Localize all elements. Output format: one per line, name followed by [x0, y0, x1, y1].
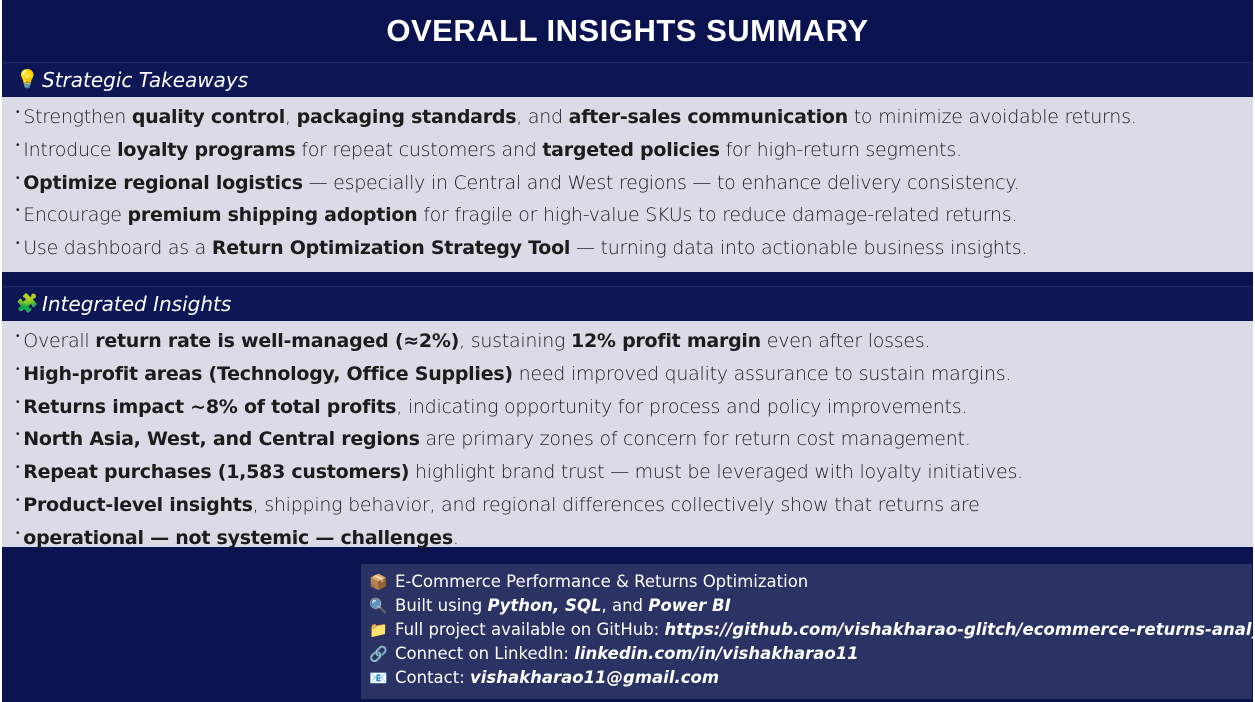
emphasis-text: vishakharao11@gmail.com [470, 668, 720, 687]
list-item: • Repeat purchases (1,583 customers) high… [16, 454, 1253, 487]
project-info-footer: 📦 E-Commerce Performance & Returns Optimi… [361, 564, 1255, 699]
emphasis-text: premium shipping adoption [127, 204, 418, 227]
list-item: • operational — not systemic — challenges… [16, 520, 1253, 553]
bullet-icon: • [16, 139, 20, 151]
bullet-icon: • [16, 331, 20, 342]
puzzle-piece-icon: 🧩 [16, 293, 39, 314]
list-item: • Use dashboard as a Return Optimization … [16, 230, 1253, 263]
list-item: • High-profit areas (Technology, Office S… [16, 356, 1253, 389]
body-text: Encourage [23, 204, 128, 227]
body-text: — especially in Central and West regions… [302, 171, 1020, 194]
emphasis-text: High-profit areas (Technology, Office Su… [23, 362, 513, 385]
body-text: Connect on LinkedIn: [395, 644, 575, 663]
list-item: • Introduce loyalty programs for repeat c… [16, 132, 1253, 165]
footer-item: 📦 E-Commerce Performance & Returns Optimi… [369, 570, 1252, 594]
email-icon: 📧 [369, 669, 388, 687]
emphasis-text: Return Optimization Strategy Tool [211, 237, 571, 260]
bullet-icon: • [16, 429, 20, 441]
integrated-insights-title: Integrated Insights [42, 291, 232, 316]
emphasis-text: targeted policies [542, 138, 720, 161]
body-text: Use dashboard as a [23, 237, 212, 260]
emphasis-text: return rate is well-managed (≈2%) [95, 330, 460, 352]
link-icon: 🔗 [369, 645, 388, 663]
body-text: Introduce [23, 138, 118, 161]
body-text: , and [516, 106, 569, 128]
integrated-insights-list: • Overall return rate is well-managed (≈2… [2, 321, 1253, 549]
footer-item: 📁 Full project available on GitHub: https… [369, 618, 1255, 642]
emphasis-text: Power BI [648, 596, 731, 615]
footer-item: 📧 Contact: vishakharao11@gmail.com [369, 666, 1252, 690]
list-item: • Optimize regional logistics — especiall… [16, 165, 1253, 198]
list-item: • Returns impact ~8% of total profits, in… [16, 389, 1253, 422]
body-text: . [452, 526, 459, 549]
body-text: for high-return segments. [719, 138, 962, 161]
bullet-icon: • [16, 107, 20, 118]
body-text: for fragile or high-value SKUs to reduce… [417, 204, 1018, 227]
body-text: — turning data into actionable business … [570, 237, 1028, 260]
folder-icon: 📁 [369, 621, 388, 639]
body-text: , shipping behavior, and regional differ… [252, 493, 980, 516]
emphasis-text: quality control [131, 106, 285, 128]
emphasis-text: Returns impact ~8% of total profits [23, 395, 397, 418]
list-item: • Strengthen quality control, packaging s… [16, 99, 1253, 132]
emphasis-text: Repeat purchases (1,583 customers) [23, 461, 410, 484]
emphasis-text: Product-level insights [23, 493, 253, 516]
bullet-icon: • [16, 396, 20, 408]
body-text: highlight brand trust — must be leverage… [409, 461, 1023, 484]
magnifier-icon: 🔍 [369, 597, 388, 615]
list-item: • Encourage premium shipping adoption for… [16, 197, 1253, 230]
footer-item: 🔗 Connect on LinkedIn: linkedin.com/in/vi… [369, 642, 1252, 666]
body-text: to minimize avoidable returns. [847, 106, 1137, 128]
strategic-takeaways-list: • Strengthen quality control, packaging s… [2, 97, 1253, 272]
body-text: Strengthen [23, 106, 132, 128]
strategic-takeaways-header: 💡 Strategic Takeaways [2, 62, 1253, 96]
package-icon: 📦 [369, 573, 388, 591]
emphasis-text: packaging standards [296, 106, 517, 128]
body-text: E-Commerce Performance & Returns Optimiz… [395, 572, 809, 591]
body-text: Full project available on GitHub: [395, 620, 665, 639]
list-item: • Overall return rate is well-managed (≈2… [16, 323, 1253, 356]
body-text: for repeat customers and [295, 138, 543, 161]
body-text: Built using [395, 596, 488, 615]
body-text: , and [601, 596, 649, 615]
emphasis-text: Optimize regional logistics [23, 171, 303, 194]
list-item: • Product-level insights, shipping behavi… [16, 487, 1253, 520]
lightbulb-icon: 💡 [16, 69, 39, 90]
body-text: even after losses. [760, 330, 931, 352]
emphasis-text: loyalty programs [117, 138, 296, 161]
emphasis-text: after-sales communication [568, 106, 849, 128]
body-text: are primary zones of concern for return … [419, 428, 971, 451]
emphasis-text: 12% profit margin [570, 330, 761, 352]
body-text: Overall [23, 330, 96, 352]
bullet-icon: • [16, 363, 20, 375]
bullet-icon: • [16, 172, 20, 184]
bullet-icon: • [16, 494, 20, 506]
emphasis-text: linkedin.com/in/vishakharao11 [574, 644, 859, 663]
list-item: • North Asia, West, and Central regions a… [16, 421, 1253, 454]
strategic-takeaways-title: Strategic Takeaways [42, 67, 249, 92]
emphasis-text: https://github.com/vishakharao-glitch/ec… [664, 620, 1255, 639]
page-title: OVERALL INSIGHTS SUMMARY [386, 13, 869, 48]
integrated-insights-header: 🧩 Integrated Insights [2, 286, 1253, 320]
emphasis-text: Python, SQL [487, 596, 602, 615]
emphasis-text: operational — not systemic — challenges [23, 526, 453, 549]
bullet-icon: • [16, 527, 20, 539]
body-text: Contact: [395, 668, 470, 687]
body-text: need improved quality assurance to susta… [512, 362, 1012, 385]
bullet-icon: • [16, 238, 20, 250]
footer-item: 🔍 Built using Python, SQL, and Power BI [369, 594, 1252, 618]
body-text: , sustaining [459, 330, 571, 352]
body-text: , indicating opportunity for process and… [396, 395, 968, 418]
bullet-icon: • [16, 462, 20, 474]
emphasis-text: North Asia, West, and Central regions [23, 428, 420, 451]
bullet-icon: • [16, 205, 20, 217]
body-text: , [285, 106, 297, 128]
